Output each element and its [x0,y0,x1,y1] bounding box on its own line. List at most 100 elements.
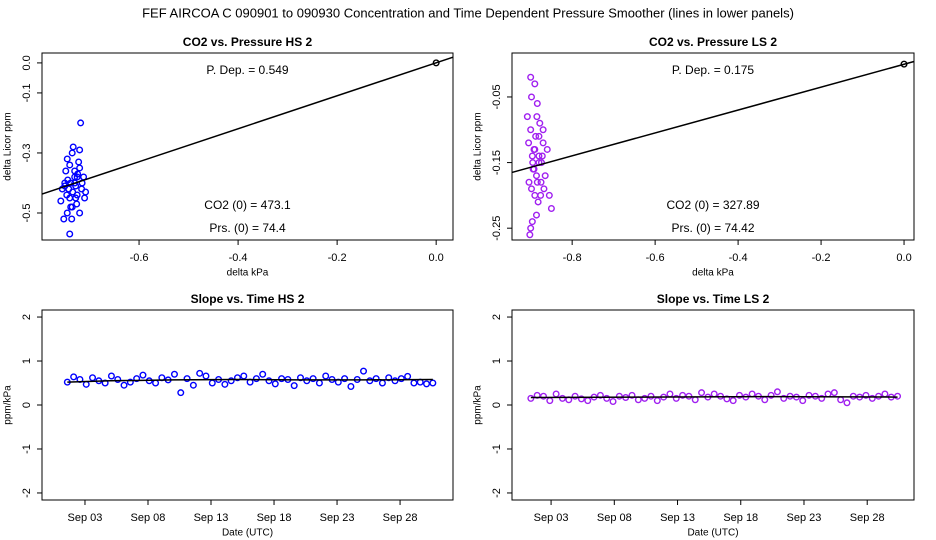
point [773,388,781,396]
point [584,397,592,405]
point [543,145,551,153]
point [68,149,76,157]
point [432,59,440,67]
point [666,390,674,398]
point [120,381,128,389]
point [202,372,210,380]
point [303,377,311,385]
point [523,113,531,121]
point [862,391,870,399]
annotation: P. Dep. = 0.549 [206,63,289,77]
point [538,152,546,160]
point [641,394,649,402]
point [537,191,545,199]
point [78,185,86,193]
point [735,391,743,399]
point [729,397,737,405]
point [360,367,368,375]
y-tick-label: -2 [21,488,33,498]
point [537,178,545,186]
point [126,378,134,386]
x-tick-label: Sep 13 [194,512,229,524]
annotation: P. Dep. = 0.175 [672,63,755,77]
point [309,375,317,383]
annotation: Prs. (0) = 74.42 [671,221,754,235]
point [525,139,533,147]
x-tick-label: Sep 08 [597,512,632,524]
annotation: CO2 (0) = 327.89 [666,198,759,212]
point [545,191,553,199]
point [710,390,718,398]
point [252,375,260,383]
y-tick-label: -0.15 [491,150,503,175]
y-tick-label: 1 [491,358,503,364]
plot-box [41,309,454,501]
point [609,397,617,405]
point [410,379,418,387]
point [533,100,541,108]
point [404,372,412,380]
point [208,379,216,387]
point [527,73,535,81]
point [76,209,84,217]
point [532,132,540,140]
point [894,392,902,400]
point [73,173,81,181]
point [539,126,547,134]
point [68,215,76,223]
x-tick-label: -0.2 [812,252,831,264]
point [672,394,680,402]
point [77,119,85,127]
point [385,374,393,382]
point [76,146,84,154]
panel-title: CO2 vs. Pressure HS 2 [183,35,313,49]
point [540,185,548,193]
point [529,159,537,167]
point [423,380,431,388]
point [534,198,542,206]
point [69,188,77,196]
point [535,132,543,140]
y-tick-label: -1 [491,444,503,454]
point [647,392,655,400]
fit-line [511,60,915,174]
point [183,375,191,383]
point [537,159,545,167]
point [196,369,204,377]
fit-line [530,395,898,399]
point [139,371,147,379]
y-tick-label: 2 [21,314,33,320]
figure-title: FEF AIRCOA C 090901 to 090930 Concentrat… [142,5,794,20]
point [767,391,775,399]
y-tick-label: -0.25 [491,216,503,241]
plot-box [41,52,454,241]
annotation: Prs. (0) = 74.4 [209,221,286,235]
y-tick-label: 0 [21,402,33,408]
point [69,143,77,151]
point [527,93,535,101]
point [391,377,399,385]
x-axis-label: delta kPa [692,268,734,279]
point [799,397,807,405]
x-tick-label: Sep 18 [257,512,292,524]
point [761,396,769,404]
point [539,139,547,147]
y-axis-label: delta Licor ppm [473,112,484,180]
point [830,389,838,397]
x-axis-label: delta kPa [227,268,269,279]
plot-box [511,52,915,241]
point [805,391,813,399]
point [533,178,541,186]
point [535,152,543,160]
point [577,395,585,403]
point [546,397,554,405]
point [527,185,535,193]
panel-title: CO2 vs. Pressure LS 2 [649,35,777,49]
point [527,394,535,402]
point [527,126,535,134]
x-axis-label: Date (UTC) [687,528,738,539]
point [531,80,539,88]
point [221,380,229,388]
point [653,397,661,405]
point [240,372,248,380]
